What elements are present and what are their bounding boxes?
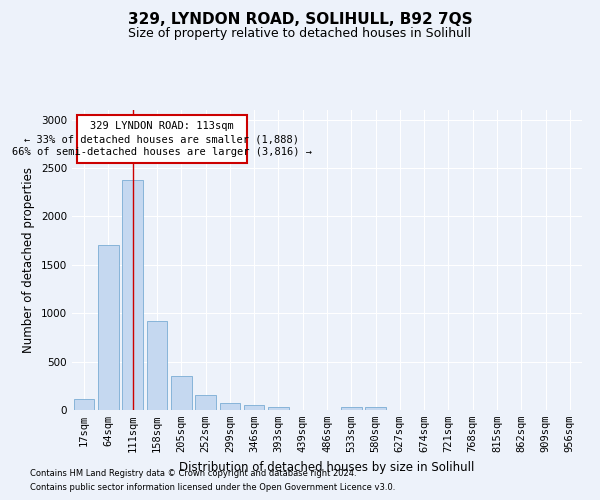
Bar [195, 395, 216, 410]
Bar [122, 180, 143, 410]
X-axis label: Distribution of detached houses by size in Solihull: Distribution of detached houses by size … [179, 460, 475, 473]
Bar [341, 406, 362, 410]
Text: 329 LYNDON ROAD: 113sqm
← 33% of detached houses are smaller (1,888)
66% of semi: 329 LYNDON ROAD: 113sqm ← 33% of detache… [12, 121, 312, 157]
FancyBboxPatch shape [77, 115, 247, 163]
Text: 329, LYNDON ROAD, SOLIHULL, B92 7QS: 329, LYNDON ROAD, SOLIHULL, B92 7QS [128, 12, 472, 28]
Bar [146, 321, 167, 410]
Text: Contains public sector information licensed under the Open Government Licence v3: Contains public sector information licen… [30, 484, 395, 492]
Bar [365, 407, 386, 410]
Bar [220, 402, 240, 410]
Bar [244, 405, 265, 410]
Bar [268, 407, 289, 410]
Bar [171, 376, 191, 410]
Y-axis label: Number of detached properties: Number of detached properties [22, 167, 35, 353]
Text: Size of property relative to detached houses in Solihull: Size of property relative to detached ho… [128, 28, 472, 40]
Bar [98, 246, 119, 410]
Bar [74, 400, 94, 410]
Text: Contains HM Land Registry data © Crown copyright and database right 2024.: Contains HM Land Registry data © Crown c… [30, 468, 356, 477]
